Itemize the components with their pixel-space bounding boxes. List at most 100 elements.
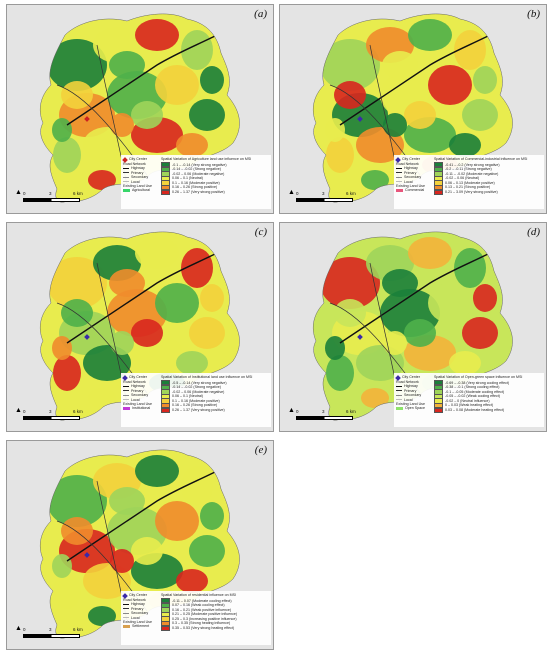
scale-label: 0 — [23, 627, 26, 632]
legend-reference-column: City Center Road Network Highway Primary Sec… — [395, 374, 432, 411]
legend-road-label: Highway — [404, 384, 418, 389]
legend-road-network-title: Road Network — [396, 162, 419, 166]
legend-land-use-title: Existing Land Use — [396, 183, 425, 188]
class-range-label: -0.02 – 0.06 (Neutral) — [445, 176, 480, 181]
class-range-label: -0.02 – 0.06 (Moderate negative) — [172, 389, 225, 394]
map-panel-b: (b) ▲ 0 3 6 km City Center Road Network Highway… — [279, 4, 547, 214]
legend-class-item: 0.03 – 0.08 (Moderate heating effect) — [434, 407, 542, 413]
scale-bar-graphic — [23, 416, 80, 420]
legend-road-label: Secondary — [404, 175, 422, 180]
influence-zone — [53, 573, 81, 609]
influence-zone — [462, 317, 498, 349]
legend-city-center-label: City Center — [129, 593, 147, 598]
highway-line — [339, 34, 491, 126]
influence-zone — [326, 137, 354, 173]
legend-road-item: Highway — [396, 166, 432, 170]
scale-label: 0 — [23, 191, 26, 196]
influence-zone — [88, 606, 116, 626]
legend-title: Spatial Variation of Commercial-industri… — [434, 157, 528, 161]
legend-road-label: Secondary — [131, 393, 149, 398]
road-line-icon — [396, 172, 402, 174]
legend-land-use-label: Institutional — [132, 406, 151, 411]
influence-zone — [325, 118, 345, 142]
legend-road-network-title: Road Network — [123, 380, 146, 384]
legend-road-item: Local — [123, 616, 159, 620]
scale-bar: ▲ 0 3 6 km — [288, 407, 360, 425]
north-arrow-icon: ▲ — [15, 189, 22, 196]
legend-road-item: Secondary — [123, 175, 159, 179]
land-use-swatch — [396, 406, 403, 411]
legend-road-item: Primary — [396, 171, 432, 175]
influence-zone — [189, 535, 225, 567]
influence-zone — [52, 118, 72, 142]
map-legend: City Center Road Network Highway Primary Sec… — [121, 373, 271, 427]
influence-zone — [110, 549, 134, 573]
legend-road-item: Primary — [396, 389, 432, 393]
influence-zone — [109, 487, 145, 515]
scale-bar: ▲ 0 3 6 km — [15, 189, 87, 207]
influence-zone — [88, 170, 116, 190]
influence-zone — [382, 269, 418, 297]
scale-bar-graphic — [296, 416, 353, 420]
influence-zone — [200, 66, 224, 94]
legend-road-label: Highway — [131, 602, 145, 607]
scale-bar: ▲ 0 3 6 km — [15, 625, 87, 643]
influence-zone — [408, 19, 452, 51]
legend-class-item: 0.35 – 0.53 (Very strong heating effect) — [161, 625, 269, 631]
legend-road-network-title: Road Network — [123, 598, 146, 602]
city-center-marker — [357, 116, 363, 122]
panel-label: (e) — [254, 444, 267, 456]
legend-city-center: City Center — [395, 156, 432, 163]
road-line-icon — [123, 612, 129, 614]
road-line-icon — [123, 176, 129, 178]
legend-land-use-item: Open Space — [396, 406, 432, 410]
influence-zone — [110, 331, 134, 355]
influence-zone — [404, 319, 436, 347]
map-panel-a: (a) ▲ 0 3 6 km City Center Road Network Highway… — [6, 4, 274, 214]
class-range-label: 0.3 – 0.35 (Strong heating influence) — [172, 621, 231, 626]
class-range-label: -0.05 – -0.02 (Weak cooling effect) — [445, 394, 501, 399]
class-color-swatch — [161, 625, 170, 631]
influence-zone — [473, 66, 497, 94]
scale-label: 6 km — [346, 191, 356, 196]
road-line-icon — [123, 390, 129, 392]
class-range-label: -0.69 – -0.38 (Very strong cooling effec… — [445, 380, 510, 385]
legend-road-item: Highway — [123, 602, 159, 606]
influence-zone — [53, 355, 81, 391]
influence-zone — [383, 331, 407, 355]
land-use-swatch — [396, 188, 403, 193]
legend-reference-column: City Center Road Network Highway Primary Sec… — [395, 156, 432, 193]
influence-zone — [408, 237, 452, 269]
influence-zone — [135, 19, 179, 51]
influence-zone — [404, 101, 436, 129]
north-arrow-icon: ▲ — [288, 189, 295, 196]
legend-class-item: 0.21 – 3.09 (Very strong positive) — [434, 189, 542, 195]
legend-road-item: Primary — [123, 171, 159, 175]
class-range-label: 0.21 – 3.09 (Very strong positive) — [445, 190, 498, 195]
influence-zone — [155, 65, 199, 105]
class-color-swatch — [161, 407, 170, 413]
influence-zone — [200, 502, 224, 530]
legend-city-center-label: City Center — [402, 375, 420, 380]
road-line-icon — [396, 386, 402, 388]
class-range-label: 0.25 – 0.3 (Increasing positive influenc… — [172, 616, 237, 621]
road-line-icon — [123, 386, 129, 388]
scale-label: 6 km — [73, 409, 83, 414]
legend-road-item: Local — [123, 398, 159, 402]
influence-zone — [473, 284, 497, 312]
legend-road-label: Secondary — [404, 393, 422, 398]
legend-city-center: City Center — [395, 374, 432, 381]
legend-road-item: Highway — [123, 384, 159, 388]
influence-zone — [47, 475, 107, 527]
legend-class-item: 0.26 – 1.37 (Very strong positive) — [161, 189, 269, 195]
influence-zone — [131, 537, 163, 565]
influence-zone — [428, 283, 472, 323]
legend-road-item: Highway — [396, 384, 432, 388]
legend-land-use-item: Settlement — [123, 624, 159, 628]
panel-label: (b) — [527, 8, 540, 20]
class-range-label: 0.16 – 0.26 (Strong positive) — [172, 403, 218, 408]
north-arrow-icon: ▲ — [15, 407, 22, 414]
class-range-label: 0.06 – 0.1 (Neutral) — [172, 394, 203, 399]
class-range-label: -0.2 – -0.11 (Strong negative) — [445, 167, 492, 172]
class-range-label: -0.11 – -0.02 (Moderate negative) — [445, 171, 499, 176]
